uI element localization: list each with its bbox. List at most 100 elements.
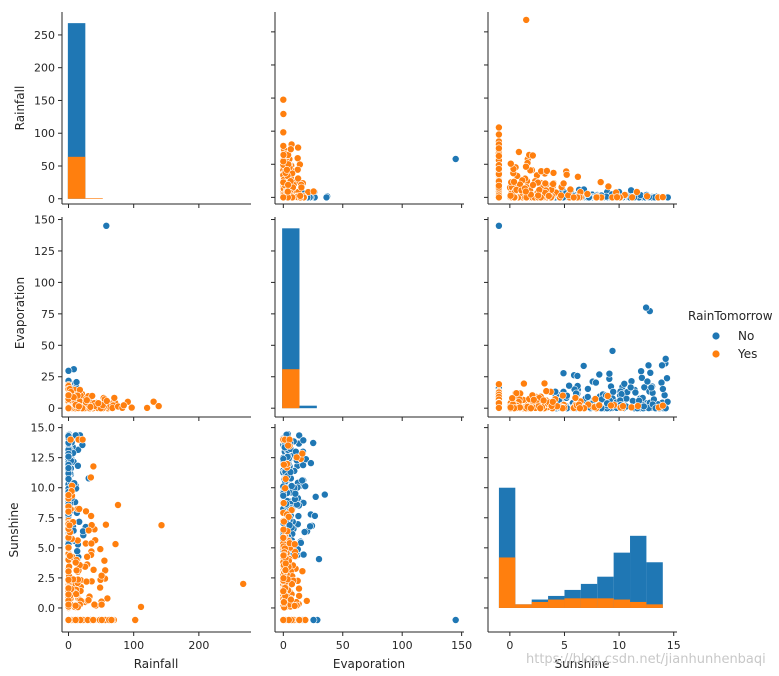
- scatter-point-no: [102, 222, 111, 230]
- scatter-point-yes: [279, 157, 288, 166]
- scatter-point-yes: [540, 379, 549, 388]
- y-tick-label: 15.0: [31, 422, 56, 435]
- scatter-point-yes: [279, 151, 288, 159]
- scatter-point-yes: [495, 181, 503, 190]
- scatter-point-yes: [634, 402, 642, 410]
- hist-bar-yes: [597, 598, 614, 608]
- scatter-point-yes: [596, 178, 605, 186]
- hist-bar-yes: [580, 598, 598, 608]
- scatter-point-yes: [75, 402, 83, 411]
- x-tick-label: 200: [188, 639, 209, 652]
- scatter-point-yes: [64, 567, 73, 576]
- scatter-point-yes: [583, 190, 592, 198]
- hist-bar-yes: [630, 601, 647, 608]
- scatter-point-no: [64, 475, 73, 483]
- hist-bar-no: [299, 405, 317, 409]
- scatter-point-no: [608, 347, 617, 355]
- scatter-point-yes: [64, 616, 73, 624]
- y-tick-label: 12.5: [31, 452, 56, 465]
- panel-plot-area: [64, 430, 247, 624]
- y-tick-label: 0.0: [38, 602, 56, 615]
- hist-bar-no: [613, 552, 631, 608]
- scatter-point-yes: [520, 379, 528, 388]
- scatter-point-yes: [566, 185, 575, 194]
- scatter-point-yes: [495, 144, 503, 153]
- panel-sunshine-vs-sunshine: 0 5 10 15: [484, 424, 681, 652]
- scatter-point-yes: [127, 403, 136, 412]
- scatter-point-yes: [82, 507, 90, 516]
- scatter-point-yes: [279, 499, 288, 507]
- scatter-point-no: [297, 538, 305, 547]
- scatter-point-no: [663, 374, 671, 383]
- scatter-point-yes: [280, 517, 288, 526]
- scatter-point-yes: [84, 596, 93, 604]
- x-axis-label-sunshine: Sunshine: [554, 657, 609, 671]
- x-tick-label: 15: [667, 639, 681, 652]
- scatter-point-yes: [633, 188, 641, 196]
- scatter-point-yes: [591, 395, 600, 403]
- scatter-point-yes: [281, 566, 290, 574]
- scatter-point-yes: [280, 460, 288, 469]
- scatter-point-yes: [87, 512, 95, 520]
- scatter-point-yes: [72, 566, 81, 575]
- scatter-point-yes: [64, 575, 73, 584]
- scatter-point-yes: [297, 183, 306, 192]
- x-axis-label-evaporation: Evaporation: [333, 657, 405, 671]
- y-tick-label: 25: [41, 371, 55, 384]
- scatter-point-yes: [111, 540, 120, 548]
- scatter-point-no: [311, 492, 320, 501]
- scatter-point-yes: [102, 520, 110, 529]
- scatter-point-yes: [143, 404, 151, 412]
- scatter-point-yes: [627, 403, 636, 412]
- scatter-point-no: [631, 388, 640, 397]
- hist-bar-yes: [531, 601, 549, 608]
- scatter-point-yes: [71, 558, 80, 567]
- scatter-point-no: [617, 390, 626, 398]
- scatter-point-no: [627, 377, 636, 386]
- scatter-point-yes: [71, 616, 80, 624]
- scatter-point-no: [306, 522, 314, 531]
- scatter-point-yes: [292, 453, 301, 462]
- scatter-point-no: [300, 528, 309, 536]
- panel-evaporation-vs-rainfall: 0 25 50 75 100 125 150: [34, 214, 251, 421]
- scatter-point-no: [451, 155, 460, 163]
- y-tick-label: 125: [34, 245, 55, 258]
- scatter-point-no: [287, 482, 296, 490]
- panel-evaporation-vs-evaporation: [271, 217, 464, 421]
- scatter-point-yes: [298, 567, 307, 576]
- scatter-point-yes: [83, 552, 91, 561]
- scatter-point-no: [592, 378, 600, 387]
- scatter-point-yes: [157, 521, 166, 530]
- scatter-point-yes: [495, 193, 503, 202]
- y-tick-label: 0: [48, 193, 55, 206]
- y-tick-label: 100: [34, 276, 55, 289]
- scatter-point-yes: [539, 396, 548, 405]
- scatter-point-yes: [97, 600, 106, 609]
- scatter-point-yes: [619, 402, 627, 410]
- panel-plot-area: [64, 222, 163, 413]
- panel-sunshine-vs-evaporation: 0 50 100 150: [271, 424, 472, 652]
- scatter-point-yes: [239, 580, 247, 588]
- scatter-point-yes: [542, 387, 551, 395]
- scatter-point-yes: [98, 616, 106, 624]
- panel-plot-area: [67, 23, 103, 199]
- scatter-point-yes: [302, 597, 311, 605]
- scatter-point-yes: [536, 404, 545, 413]
- scatter-point-yes: [279, 525, 288, 534]
- scatter-point-yes: [65, 521, 74, 530]
- scatter-point-yes: [287, 506, 296, 514]
- scatter-point-yes: [131, 616, 139, 624]
- x-tick-label: 100: [123, 639, 144, 652]
- scatter-point-yes: [521, 187, 530, 196]
- scatter-point-no: [315, 555, 323, 563]
- scatter-point-yes: [279, 616, 288, 624]
- hist-bar-yes: [548, 599, 565, 608]
- x-tick-label: 0: [506, 639, 513, 652]
- scatter-point-yes: [541, 179, 550, 188]
- scatter-point-yes: [528, 151, 537, 160]
- scatter-point-yes: [66, 435, 75, 444]
- hist-bar-yes: [67, 156, 86, 199]
- y-tick-label: 7.5: [38, 512, 56, 525]
- scatter-point-yes: [495, 123, 503, 132]
